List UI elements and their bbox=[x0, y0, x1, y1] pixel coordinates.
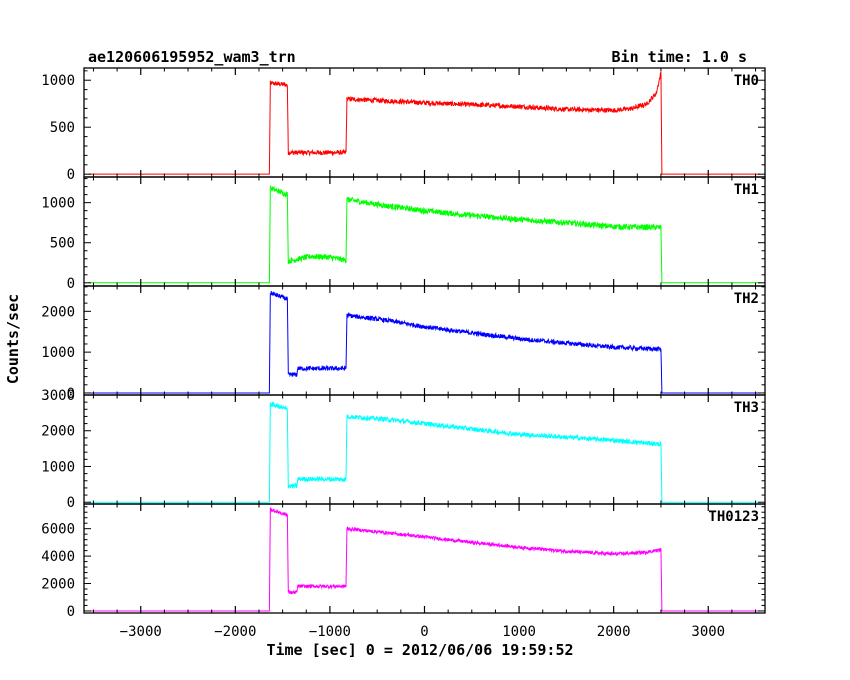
panel-frame bbox=[83, 503, 766, 614]
series-line-th0 bbox=[88, 71, 761, 175]
x-tick-label: −1000 bbox=[309, 624, 351, 640]
panel-name-label: TH2 bbox=[734, 291, 759, 307]
y-tick-label: 500 bbox=[50, 236, 75, 252]
y-tick-label: 0 bbox=[67, 386, 75, 402]
panel-name-label: TH0 bbox=[734, 73, 759, 89]
series-line-th1 bbox=[88, 185, 761, 284]
panel-frame bbox=[83, 285, 766, 396]
panel-name-label: TH3 bbox=[734, 400, 759, 416]
y-tick-label: 1000 bbox=[41, 459, 75, 475]
panel-th0123: 0 2000 4000 6000 TH0123 bbox=[41, 503, 766, 620]
y-tick-label: 3000 bbox=[41, 388, 75, 404]
panel-th1: 0 500 1000 TH1 bbox=[41, 176, 766, 292]
y-tick-label: 500 bbox=[50, 120, 75, 136]
y-axis-label: Counts/sec bbox=[4, 294, 22, 384]
panel-name-label: TH0123 bbox=[708, 509, 759, 525]
panel-th3: 0 1000 2000 3000 TH3 bbox=[41, 388, 766, 511]
panel-frame bbox=[83, 67, 766, 178]
y-tick-label: 0 bbox=[67, 276, 75, 292]
x-tick-label: 3000 bbox=[691, 624, 725, 640]
panel-th0: 0 500 1000 TH0 bbox=[41, 67, 766, 183]
chart-title: ae120606195952_wam3_trn bbox=[88, 48, 296, 66]
x-axis-label: Time [sec] 0 = 2012/06/06 19:59:52 bbox=[266, 641, 573, 659]
y-tick-label: 0 bbox=[67, 167, 75, 183]
y-tick-label: 6000 bbox=[41, 522, 75, 538]
x-tick-label: −2000 bbox=[214, 624, 256, 640]
series-line-th2 bbox=[88, 290, 761, 394]
y-tick-label: 1000 bbox=[41, 73, 75, 89]
x-tick-label: 0 bbox=[420, 624, 428, 640]
y-tick-label: 2000 bbox=[41, 304, 75, 320]
y-tick-label: 4000 bbox=[41, 549, 75, 565]
y-tick-label: 1000 bbox=[41, 345, 75, 361]
y-tick-label: 1000 bbox=[41, 196, 75, 212]
x-tick-label: 2000 bbox=[597, 624, 631, 640]
panel-name-label: TH1 bbox=[734, 182, 759, 198]
panel-th2: 0 1000 2000 TH2 bbox=[41, 285, 766, 402]
bin-time-label: Bin time: 1.0 s bbox=[612, 48, 747, 66]
panel-frame bbox=[83, 394, 766, 505]
panel-frame bbox=[83, 176, 766, 287]
x-tick-label: −3000 bbox=[120, 624, 162, 640]
y-tick-label: 0 bbox=[67, 604, 75, 620]
series-line-th0123 bbox=[88, 506, 761, 612]
x-tick-label: 1000 bbox=[502, 624, 536, 640]
panels-group: 0 500 1000 TH0 0 500 1000 TH1 0 1000 2000 TH2 0 1000 2… bbox=[41, 67, 766, 640]
y-tick-label: 2000 bbox=[41, 577, 75, 593]
y-tick-label: 0 bbox=[67, 495, 75, 511]
series-line-th3 bbox=[88, 401, 761, 503]
y-tick-label: 2000 bbox=[41, 424, 75, 440]
